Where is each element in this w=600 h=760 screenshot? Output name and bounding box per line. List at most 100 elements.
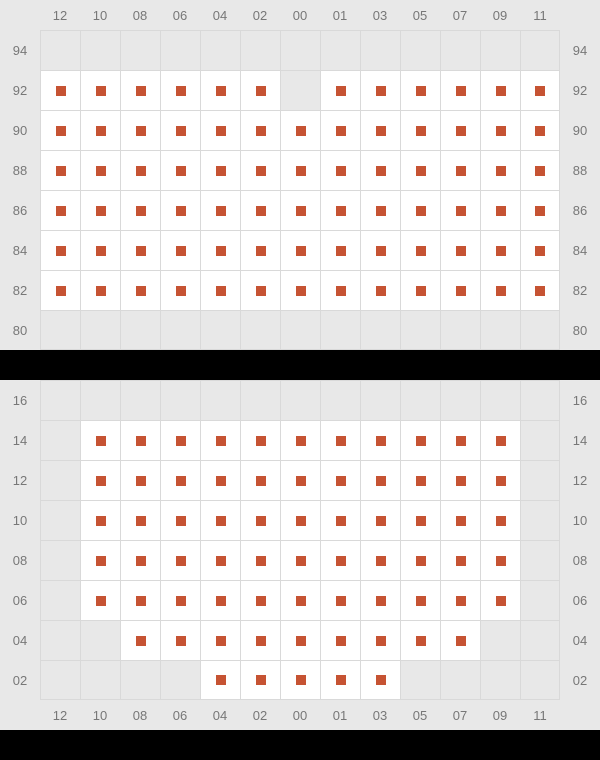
seat-cell[interactable] — [240, 70, 280, 110]
seat-cell[interactable] — [200, 660, 240, 700]
seat-cell[interactable] — [120, 540, 160, 580]
seat-cell[interactable] — [360, 540, 400, 580]
seat-cell[interactable] — [320, 420, 360, 460]
seat-cell[interactable] — [80, 70, 120, 110]
seat-cell[interactable] — [240, 460, 280, 500]
seat-cell[interactable] — [80, 580, 120, 620]
seat-cell[interactable] — [320, 230, 360, 270]
seat-cell[interactable] — [280, 460, 320, 500]
seat-cell[interactable] — [360, 620, 400, 660]
seat-cell[interactable] — [360, 660, 400, 700]
seat-cell[interactable] — [520, 70, 560, 110]
seat-cell[interactable] — [320, 620, 360, 660]
seat-cell[interactable] — [280, 110, 320, 150]
seat-cell[interactable] — [440, 460, 480, 500]
seat-cell[interactable] — [440, 270, 480, 310]
seat-cell[interactable] — [160, 150, 200, 190]
seat-cell[interactable] — [480, 580, 520, 620]
seat-cell[interactable] — [360, 500, 400, 540]
seat-cell[interactable] — [280, 270, 320, 310]
seat-cell[interactable] — [480, 420, 520, 460]
seat-cell[interactable] — [200, 420, 240, 460]
seat-cell[interactable] — [480, 70, 520, 110]
seat-cell[interactable] — [280, 620, 320, 660]
seat-cell[interactable] — [80, 540, 120, 580]
seat-cell[interactable] — [240, 540, 280, 580]
seat-cell[interactable] — [160, 270, 200, 310]
seat-cell[interactable] — [280, 190, 320, 230]
seat-cell[interactable] — [120, 150, 160, 190]
seat-cell[interactable] — [80, 270, 120, 310]
seat-cell[interactable] — [360, 70, 400, 110]
seat-cell[interactable] — [80, 110, 120, 150]
seat-cell[interactable] — [160, 500, 200, 540]
seat-cell[interactable] — [200, 620, 240, 660]
seat-cell[interactable] — [80, 230, 120, 270]
seat-cell[interactable] — [400, 150, 440, 190]
seat-cell[interactable] — [240, 620, 280, 660]
seat-cell[interactable] — [40, 190, 80, 230]
seat-cell[interactable] — [440, 540, 480, 580]
seat-cell[interactable] — [200, 460, 240, 500]
seat-cell[interactable] — [400, 420, 440, 460]
seat-cell[interactable] — [280, 420, 320, 460]
seat-cell[interactable] — [240, 580, 280, 620]
seat-cell[interactable] — [480, 110, 520, 150]
seat-cell[interactable] — [360, 580, 400, 620]
seat-cell[interactable] — [80, 420, 120, 460]
seat-cell[interactable] — [200, 270, 240, 310]
seat-cell[interactable] — [480, 270, 520, 310]
seat-cell[interactable] — [40, 70, 80, 110]
seat-cell[interactable] — [320, 270, 360, 310]
seat-cell[interactable] — [80, 150, 120, 190]
seat-cell[interactable] — [400, 460, 440, 500]
seat-cell[interactable] — [280, 500, 320, 540]
seat-cell[interactable] — [240, 660, 280, 700]
seat-cell[interactable] — [280, 540, 320, 580]
seat-cell[interactable] — [360, 150, 400, 190]
seat-cell[interactable] — [400, 70, 440, 110]
seat-cell[interactable] — [400, 500, 440, 540]
seat-cell[interactable] — [240, 150, 280, 190]
seat-cell[interactable] — [120, 110, 160, 150]
seat-cell[interactable] — [240, 420, 280, 460]
seat-cell[interactable] — [440, 230, 480, 270]
seat-cell[interactable] — [200, 190, 240, 230]
seat-cell[interactable] — [120, 230, 160, 270]
seat-cell[interactable] — [440, 420, 480, 460]
seat-cell[interactable] — [160, 620, 200, 660]
seat-cell[interactable] — [400, 190, 440, 230]
seat-cell[interactable] — [160, 460, 200, 500]
seat-cell[interactable] — [440, 580, 480, 620]
seat-cell[interactable] — [320, 540, 360, 580]
seat-cell[interactable] — [520, 110, 560, 150]
seat-cell[interactable] — [440, 190, 480, 230]
seat-cell[interactable] — [480, 150, 520, 190]
seat-cell[interactable] — [280, 660, 320, 700]
seat-cell[interactable] — [120, 190, 160, 230]
seat-cell[interactable] — [160, 420, 200, 460]
seat-cell[interactable] — [320, 660, 360, 700]
seat-cell[interactable] — [360, 270, 400, 310]
seat-cell[interactable] — [320, 580, 360, 620]
seat-cell[interactable] — [480, 460, 520, 500]
seat-cell[interactable] — [200, 150, 240, 190]
seat-cell[interactable] — [160, 230, 200, 270]
seat-cell[interactable] — [200, 110, 240, 150]
seat-cell[interactable] — [480, 500, 520, 540]
seat-cell[interactable] — [40, 150, 80, 190]
seat-cell[interactable] — [400, 110, 440, 150]
seat-cell[interactable] — [120, 460, 160, 500]
seat-cell[interactable] — [160, 110, 200, 150]
seat-cell[interactable] — [320, 110, 360, 150]
seat-cell[interactable] — [80, 500, 120, 540]
seat-cell[interactable] — [360, 190, 400, 230]
seat-cell[interactable] — [440, 70, 480, 110]
seat-cell[interactable] — [320, 500, 360, 540]
seat-cell[interactable] — [360, 230, 400, 270]
seat-cell[interactable] — [520, 150, 560, 190]
seat-cell[interactable] — [160, 190, 200, 230]
seat-cell[interactable] — [40, 270, 80, 310]
seat-cell[interactable] — [520, 270, 560, 310]
seat-cell[interactable] — [400, 230, 440, 270]
